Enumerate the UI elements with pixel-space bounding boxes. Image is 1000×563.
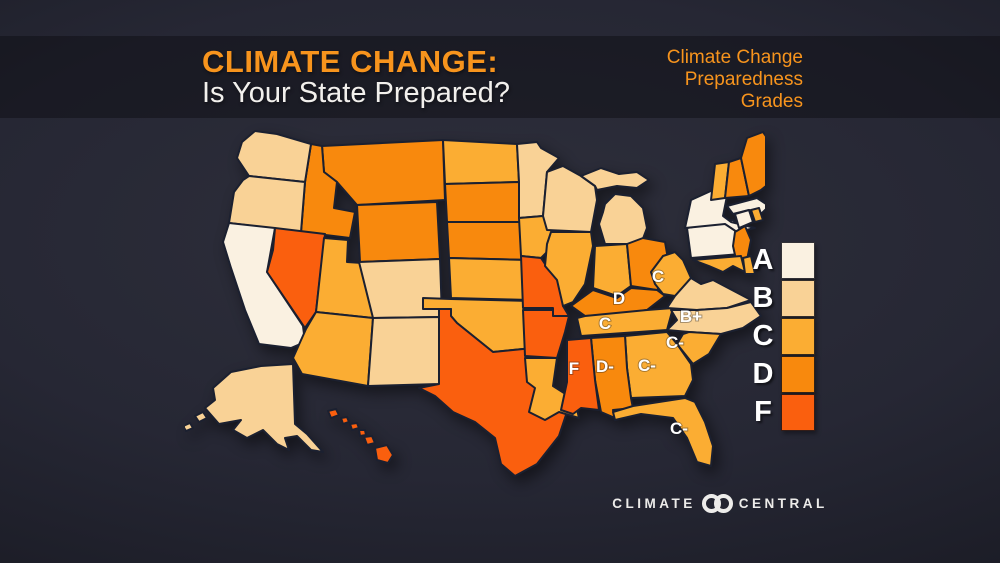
legend-color-swatch-F: [781, 393, 815, 431]
grade-label-AL: D-: [596, 357, 614, 376]
state-SC: [676, 331, 722, 365]
legend-title-line1: Climate Change: [666, 47, 803, 68]
brand-left-text: CLIMATE: [612, 495, 696, 511]
us-map-svg: CDC B+C-C-D-FC-: [182, 130, 782, 477]
state-SD: [444, 181, 522, 223]
state-NY: [684, 189, 756, 233]
legend-row-B: B: [746, 279, 815, 317]
legend-grade-letter-B: B: [752, 281, 774, 314]
legend-row-F: F: [746, 393, 815, 431]
legend-row-D: D: [746, 355, 815, 393]
climate-central-logo: CLIMATE CENTRAL: [612, 490, 824, 516]
legend-grade-letter-C: C: [752, 319, 774, 352]
state-MS: [560, 337, 600, 415]
legend-grade-letter-A: A: [752, 243, 774, 276]
legend-color-swatch-C: [781, 317, 815, 355]
state-FL: [612, 397, 714, 467]
grade-label-FL: C-: [670, 419, 688, 438]
state-NV: [266, 227, 326, 329]
grade-label-WV: C: [652, 267, 664, 286]
state-WA: [236, 130, 312, 183]
state-MT: [321, 139, 446, 206]
legend-color-swatch-A: [781, 241, 815, 279]
legend-row-A: A: [746, 241, 815, 279]
state-WY: [356, 201, 441, 263]
grade-label-NC: B+: [680, 307, 702, 326]
grade-label-TN: C: [599, 314, 611, 333]
legend-title-line3: Grades: [740, 91, 803, 112]
state-MI: [580, 167, 650, 245]
legend-grade-letter-D: D: [752, 357, 774, 390]
state-HI: [327, 408, 394, 464]
state-NC: [666, 301, 762, 335]
header-band: [0, 36, 1000, 118]
legend-color-swatch-B: [781, 279, 815, 317]
state-KS: [448, 257, 532, 301]
state-RI: [750, 207, 764, 223]
grade-label-GA: C-: [638, 356, 656, 375]
page-title-accent: CLIMATE CHANGE:: [202, 44, 499, 79]
state-AK: [182, 363, 324, 453]
grade-label-KY: D: [613, 289, 625, 308]
us-choropleth-map: C D C B+ C- C- D- F C-: [182, 120, 782, 480]
legend-grade-letter-F: F: [754, 395, 772, 428]
state-NE: [446, 221, 530, 261]
page-title: Is Your State Prepared?: [202, 77, 510, 109]
state-CA: [222, 222, 306, 349]
state-CT: [734, 209, 754, 229]
brand-right-text: CENTRAL: [738, 495, 828, 511]
legend-title: Climate Change Preparedness Grades: [667, 47, 803, 113]
state-DE: [742, 255, 756, 275]
grade-label-SC: C-: [666, 333, 684, 352]
legend-color-swatch-D: [781, 355, 815, 393]
ring-icon-right: [713, 493, 733, 513]
state-ND: [442, 139, 520, 185]
state-IN: [592, 243, 632, 297]
state-MD: [692, 255, 746, 273]
state-AR: [522, 309, 570, 359]
interlocked-rings-icon: [701, 493, 733, 513]
legend-row-C: C: [746, 317, 815, 355]
state-IL: [544, 231, 594, 307]
legend-title-line2: Preparedness: [684, 69, 803, 90]
grade-label-MS: F: [569, 359, 579, 378]
state-NM: [367, 316, 443, 387]
state-WI: [542, 165, 598, 233]
